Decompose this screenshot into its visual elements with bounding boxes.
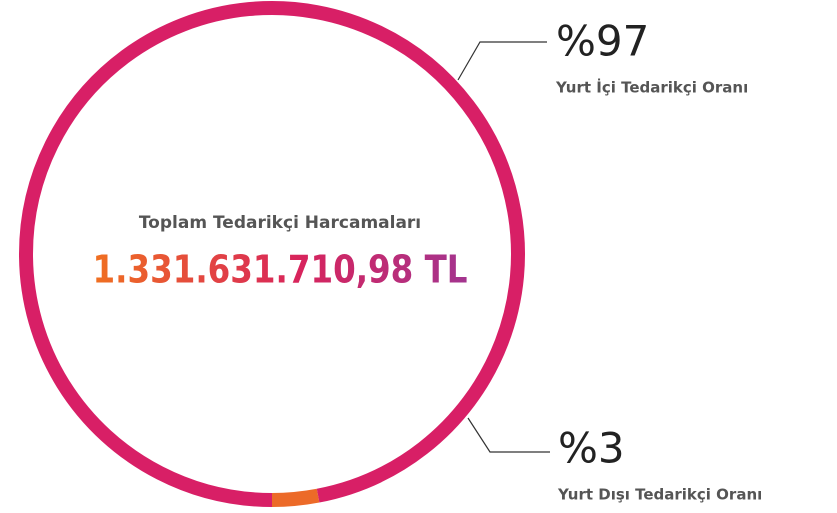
category-label: Yurt İçi Tedarikçi Oranı: [555, 78, 748, 97]
category-label: Yurt Dışı Tedarikçi Oranı: [557, 486, 762, 504]
leader-line: [457, 41, 547, 81]
leader-line: [467, 417, 550, 453]
center-title: Toplam Tedarikçi Harcamaları: [139, 213, 421, 233]
value-label: %3: [558, 424, 625, 473]
donut-segment: [19, 1, 525, 507]
value-label: %97: [556, 17, 649, 66]
center-total: 1.331.631.710,98 TL: [93, 248, 468, 292]
donut-segment: [271, 488, 320, 507]
